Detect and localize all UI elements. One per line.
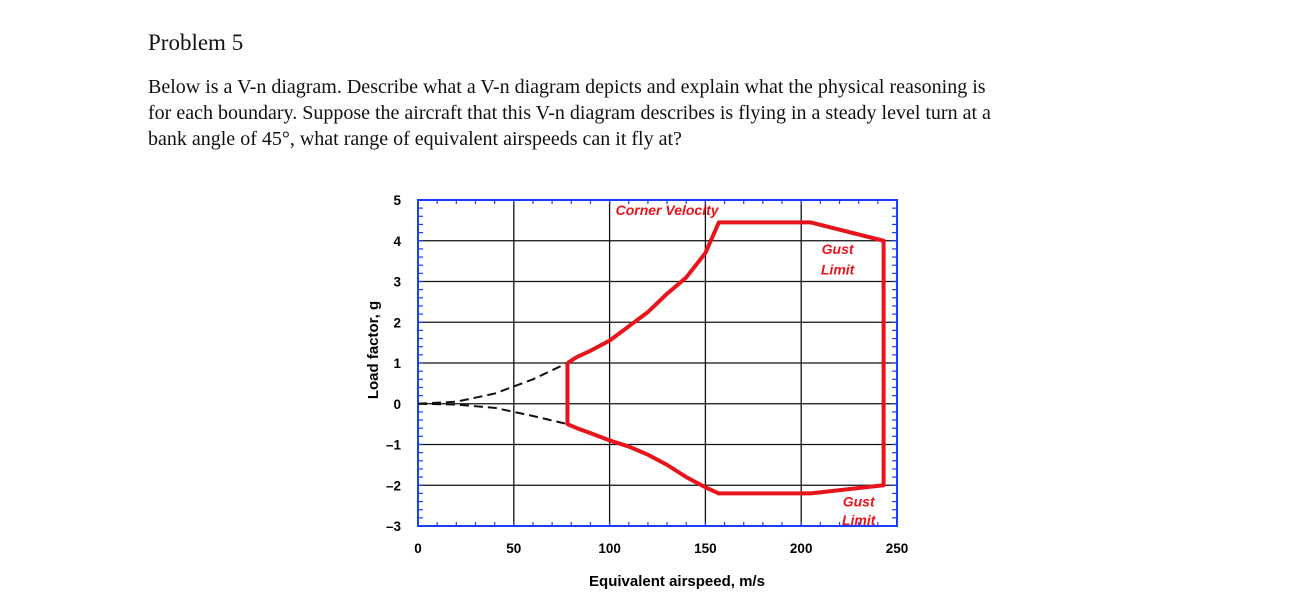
- annotation-1: Gust: [822, 241, 855, 257]
- x-axis-title: Equivalent airspeed, m/s: [589, 573, 765, 590]
- problem-line-2: for each boundary. Suppose the aircraft …: [148, 102, 991, 124]
- frame-layer: [417, 199, 898, 527]
- x-tick-label: 250: [886, 541, 909, 556]
- curve-layer: [417, 220, 886, 496]
- y-tick-label: 3: [393, 275, 401, 290]
- y-tick-label: –1: [386, 438, 402, 453]
- problem-statement: Below is a V-n diagram. Describe what a …: [148, 74, 1148, 152]
- flight-envelope: [565, 220, 886, 496]
- stall-curve-negative: [417, 402, 568, 426]
- problem-title: Problem 5: [148, 30, 244, 55]
- y-tick-label: 4: [393, 234, 401, 249]
- y-tick-label: 2: [393, 315, 401, 330]
- y-tick-label: 0: [393, 397, 401, 412]
- x-tick-label: 200: [790, 541, 813, 556]
- annotation-0: Corner Velocity: [616, 202, 720, 218]
- y-tick-label: –3: [386, 519, 402, 534]
- y-axis-title: Load factor, g: [365, 301, 382, 399]
- y-tick-label: –2: [386, 478, 401, 493]
- y-tick-label: 5: [393, 193, 401, 208]
- y-tick-label: 1: [393, 356, 401, 371]
- x-tick-label: 150: [694, 541, 717, 556]
- label-layer: 0 50 100 150 200 250 5 4 3 2 1 0 –1 –2 –3 Corner Veloci…: [386, 193, 908, 556]
- annotation-4: Limit: [842, 512, 877, 528]
- x-tick-label: 100: [598, 541, 621, 556]
- x-tick-label: 0: [414, 541, 422, 556]
- stall-curve-positive: [417, 362, 568, 405]
- problem-line-1: Below is a V-n diagram. Describe what a …: [148, 76, 986, 98]
- x-tick-label: 50: [506, 541, 521, 556]
- annotation-2: Limit: [821, 261, 856, 277]
- annotation-3: Gust: [843, 494, 876, 510]
- problem-line-3: bank angle of 45°, what range of equival…: [148, 128, 682, 150]
